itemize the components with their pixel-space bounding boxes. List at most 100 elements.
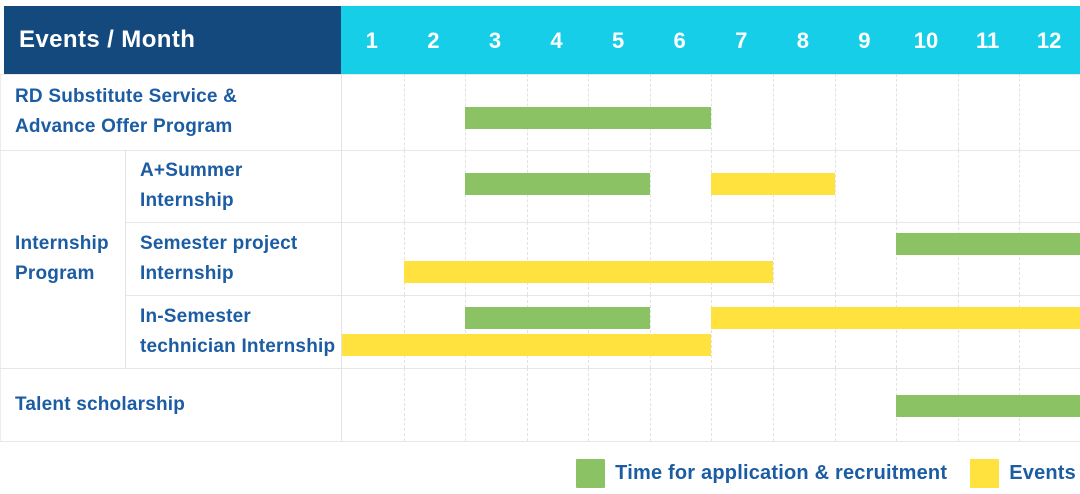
month-column-divider <box>834 74 836 150</box>
row-label-line: technician Internship <box>140 335 336 357</box>
row-label: RD Substitute Service & Advance Offer Pro… <box>0 74 341 150</box>
month-label: 8 <box>796 28 809 53</box>
month-label: 12 <box>1036 28 1062 53</box>
row-label-line: RD Substitute Service & <box>15 86 238 107</box>
row-chart-area <box>341 150 1080 222</box>
row-divider <box>0 150 1080 151</box>
month-column-divider <box>711 74 713 150</box>
month-column-divider <box>834 368 836 441</box>
gantt-row: RD Substitute Service & Advance Offer Pro… <box>0 74 1080 151</box>
group-label-line: Internship <box>15 233 109 254</box>
group-label-internship-program: Internship Program <box>0 150 125 368</box>
month-column-divider <box>957 74 959 150</box>
month-column-divider <box>834 222 836 295</box>
month-column-divider <box>403 150 405 222</box>
header-title: Events / Month <box>19 26 196 53</box>
month-column-divider <box>526 368 528 441</box>
row-label: Talent scholarship <box>0 368 341 441</box>
row-chart-area <box>341 368 1080 441</box>
legend: Time for application & recruitment Event… <box>576 458 1076 488</box>
month-label: 2 <box>427 28 440 53</box>
month-column-divider <box>465 222 467 295</box>
gantt-bar-yellow <box>342 334 712 356</box>
gantt-bar-green <box>465 107 712 129</box>
month-column-divider <box>588 295 590 368</box>
row-label-line: In-Semester <box>140 305 251 327</box>
month-column-divider <box>896 74 898 150</box>
legend-yellow-swatch <box>970 458 1000 488</box>
gantt-row: A+Summer Internship <box>0 150 1080 223</box>
month-column-divider <box>588 222 590 295</box>
gantt-bar-yellow <box>711 307 1080 329</box>
month-label: 9 <box>858 28 871 53</box>
gantt-row: In-Semester technician Internship <box>0 295 1080 369</box>
row-label-line: Talent scholarship <box>15 393 186 415</box>
month-column-divider <box>834 150 836 222</box>
month-column-divider <box>773 295 775 368</box>
month-column-divider <box>957 150 959 222</box>
row-label-line: A+Summer <box>140 160 243 181</box>
row-divider <box>125 222 1080 223</box>
month-column-divider <box>403 74 405 150</box>
month-label: 3 <box>488 28 502 53</box>
row-label: Semester project Internship <box>125 222 341 295</box>
month-column-divider <box>957 222 959 295</box>
month-column-divider <box>711 222 713 295</box>
month-column-divider <box>1019 222 1021 295</box>
row-divider <box>125 295 1080 296</box>
gantt-bar-yellow <box>403 261 774 283</box>
header-events-month: Events / Month <box>4 6 341 74</box>
row-chart-area <box>341 295 1080 368</box>
month-column-divider <box>834 295 836 368</box>
month-label: 5 <box>611 28 625 53</box>
month-column-divider <box>773 222 775 295</box>
month-label: 7 <box>735 28 748 53</box>
row-divider <box>0 441 1080 442</box>
gantt-bar-yellow <box>711 173 835 195</box>
gantt-row: Talent scholarship <box>0 368 1080 442</box>
table-top-border <box>0 74 1080 75</box>
row-divider <box>0 368 1080 369</box>
gantt-bar-green <box>465 307 650 329</box>
group-label-line: Program <box>15 263 95 284</box>
month-column-divider <box>649 295 651 368</box>
row-label-line: Advance Offer Program <box>15 116 233 137</box>
month-column-divider <box>649 150 651 222</box>
legend-green-label: Time for application & recruitment <box>615 461 948 484</box>
month-column-divider <box>1019 295 1021 368</box>
month-label: 11 <box>975 28 1000 53</box>
month-column-divider <box>957 295 959 368</box>
row-label: A+Summer Internship <box>125 150 341 222</box>
month-column-divider <box>896 150 898 222</box>
month-column-divider <box>773 74 775 150</box>
month-header: 1 2 3 4 5 6 7 8 9 10 11 12 <box>341 6 1080 74</box>
month-column-divider <box>1019 150 1021 222</box>
month-label: 6 <box>673 28 686 53</box>
month-column-divider <box>588 368 590 441</box>
month-column-divider <box>403 222 405 295</box>
month-column-divider <box>711 368 713 441</box>
row-label: In-Semester technician Internship <box>125 295 341 368</box>
month-column-divider <box>526 295 528 368</box>
month-label: 10 <box>913 28 939 53</box>
legend-green-swatch <box>576 458 606 488</box>
month-column-divider <box>465 368 467 441</box>
table-left-border <box>0 74 1 441</box>
month-column-divider <box>649 368 651 441</box>
row-chart-area <box>341 222 1080 295</box>
month-column-divider <box>896 222 898 295</box>
row-chart-area <box>341 74 1080 150</box>
month-column-divider <box>773 368 775 441</box>
row-label-line: Internship <box>140 190 234 211</box>
month-column-divider <box>896 295 898 368</box>
month-column-divider <box>465 295 467 368</box>
month-label: 1 <box>365 28 378 53</box>
gantt-bar-green <box>465 173 650 195</box>
legend-yellow-label: Events <box>1009 461 1076 484</box>
row-label-line: Semester project <box>140 232 298 254</box>
month-column-divider <box>711 295 713 368</box>
month-column-divider <box>649 222 651 295</box>
month-column-divider <box>526 222 528 295</box>
month-column-divider <box>1019 74 1021 150</box>
